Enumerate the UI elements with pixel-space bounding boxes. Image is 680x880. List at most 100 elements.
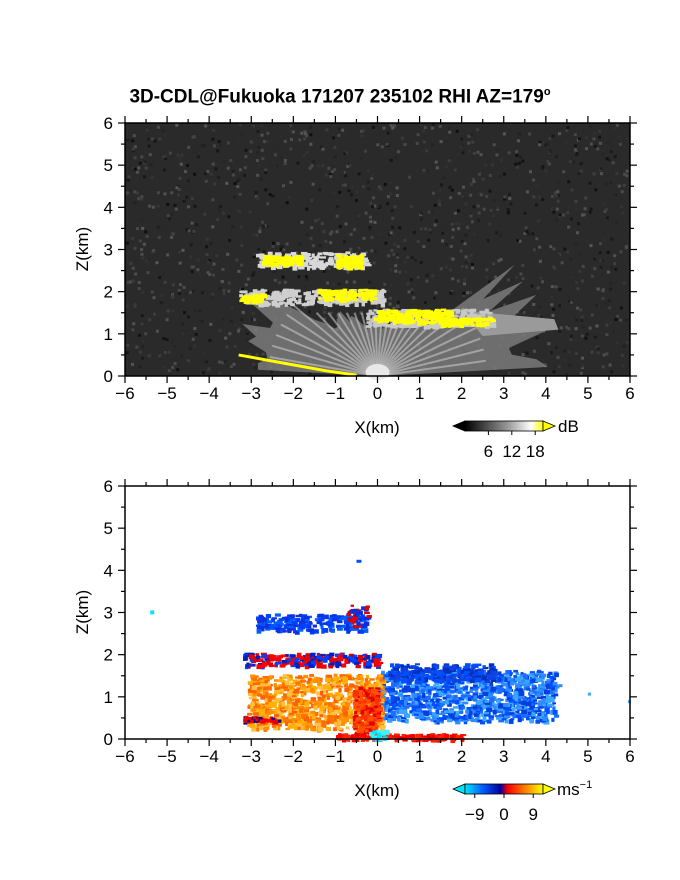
approaching-echo: [474, 665, 479, 668]
approaching-echo: [422, 692, 426, 698]
cloud-layer-echo: [377, 291, 384, 297]
noise-speck: [558, 140, 562, 144]
approaching-echo: [421, 683, 426, 686]
receding-echo: [340, 702, 346, 706]
approaching-echo: [418, 714, 425, 719]
noise-speck: [132, 134, 136, 138]
approaching-echo: [435, 716, 441, 721]
noise-speck: [327, 166, 331, 170]
noise-speck: [133, 145, 137, 149]
approaching-echo: [418, 668, 423, 672]
receding-echo: [336, 727, 343, 730]
noise-speck: [237, 269, 241, 273]
receding-echo: [333, 698, 338, 704]
noise-speck: [503, 303, 507, 307]
approaching-echo: [483, 712, 489, 715]
noise-speck: [212, 262, 216, 266]
approaching-echo: [543, 688, 548, 692]
noise-speck: [343, 183, 347, 187]
approaching-echo: [484, 704, 490, 710]
approaching-echo: [432, 715, 437, 721]
approaching-echo: [448, 683, 454, 689]
approaching-echo: [431, 696, 436, 701]
receding-echo: [374, 710, 381, 713]
noise-speck: [601, 258, 605, 262]
receding-echo: [345, 726, 350, 730]
receding-echo: [317, 696, 321, 699]
approaching-echo: [468, 714, 472, 719]
approaching-echo: [456, 690, 461, 694]
strong-layer-echo: [462, 312, 467, 316]
noise-speck: [133, 201, 137, 205]
approaching-echo: [478, 670, 483, 675]
noise-speck: [193, 150, 197, 154]
approaching-echo: [424, 677, 429, 683]
strong-layer-yellow: [475, 317, 482, 323]
cloud-layer-echo: [284, 288, 290, 292]
noise-speck: [608, 306, 612, 310]
noise-speck: [503, 195, 507, 199]
receding-echo: [290, 723, 296, 727]
cloud-layer-echo: [294, 289, 301, 293]
noise-speck: [507, 292, 511, 296]
cloud-layer-yellow: [336, 297, 342, 302]
noise-speck: [131, 139, 135, 143]
noise-speck: [604, 124, 608, 128]
noise-speck: [419, 217, 423, 221]
noise-speck: [479, 193, 483, 197]
noise-speck: [368, 227, 372, 231]
noise-speck: [141, 290, 145, 294]
noise-speck: [138, 350, 142, 354]
cloud-layer-echo: [380, 301, 385, 305]
noise-speck: [478, 172, 482, 176]
noise-speck: [233, 182, 237, 186]
upper-cloud-yellow: [346, 265, 353, 271]
noise-speck: [566, 211, 570, 215]
noise-speck: [595, 324, 599, 328]
approaching-echo: [396, 697, 401, 701]
noise-speck: [590, 313, 594, 317]
approaching-echo: [484, 700, 490, 705]
noise-speck: [173, 155, 177, 159]
noise-speck: [283, 162, 287, 166]
noise-speck: [202, 351, 206, 355]
noise-speck: [464, 233, 468, 237]
approaching-echo: [516, 705, 521, 708]
noise-speck: [140, 252, 144, 256]
approaching-echo: [441, 701, 446, 704]
approaching-echo: [446, 679, 451, 685]
upper-cloud-yellow: [275, 262, 280, 268]
approaching-echo: [403, 665, 409, 669]
receding-echo: [328, 707, 333, 713]
approaching-echo: [447, 718, 453, 723]
noise-speck: [171, 283, 175, 287]
strong-layer-echo: [368, 323, 373, 327]
strong-layer-yellow: [408, 314, 413, 318]
receding-echo: [343, 706, 349, 710]
noise-speck: [148, 318, 152, 322]
cloud-layer-yellow: [347, 292, 355, 297]
approaching-echo: [505, 670, 510, 675]
receding-echo: [363, 715, 370, 718]
noise-speck: [256, 173, 260, 177]
approaching-echo: [489, 667, 494, 671]
noise-speck: [551, 313, 555, 317]
receding-echo: [302, 725, 306, 731]
noise-speck: [129, 262, 133, 266]
receding-echo: [306, 683, 313, 686]
noise-speck: [612, 330, 616, 334]
noise-speck: [389, 231, 393, 235]
cloud-layer-yellow: [318, 297, 322, 300]
noise-speck: [567, 350, 571, 354]
noise-speck: [438, 124, 442, 128]
receding-echo: [313, 711, 319, 717]
cloud-layer-yellow: [357, 289, 364, 292]
approaching-echo: [470, 669, 474, 675]
approaching-echo: [384, 700, 389, 705]
receding-echo: [365, 689, 371, 692]
noise-speck: [140, 155, 144, 159]
noise-speck: [485, 276, 489, 280]
noise-speck: [606, 250, 610, 254]
noise-speck: [568, 160, 572, 164]
receding-echo: [331, 702, 335, 705]
